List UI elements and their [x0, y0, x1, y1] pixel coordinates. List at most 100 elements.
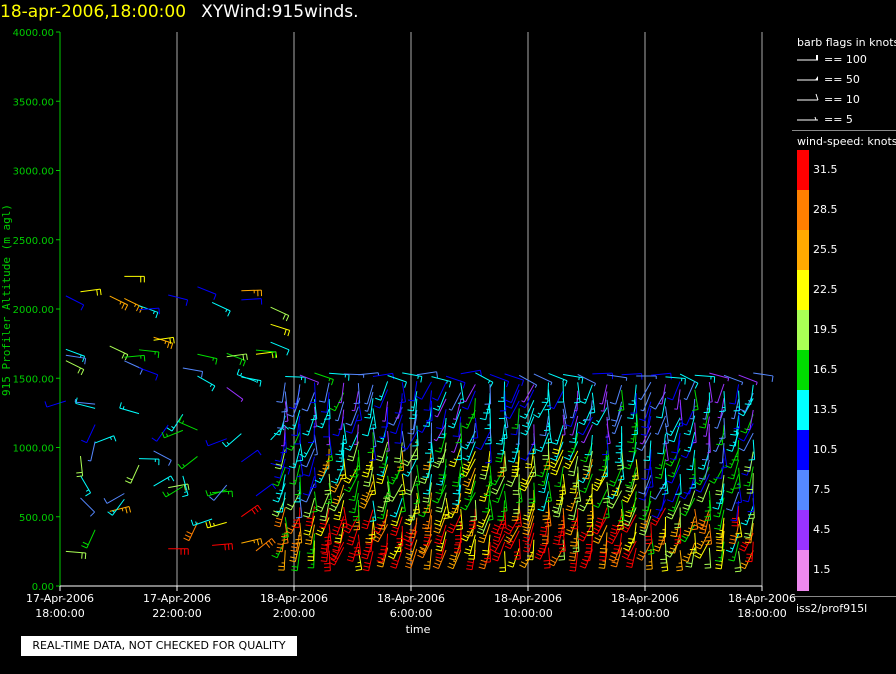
wind-barb	[591, 472, 608, 492]
wind-barb	[594, 465, 608, 485]
wind-barb	[611, 414, 623, 435]
colorbar-label: 31.5	[813, 163, 838, 176]
wind-barb	[289, 542, 301, 563]
wind-barb	[278, 550, 286, 571]
wind-barb	[221, 433, 242, 448]
wind-barb	[489, 373, 510, 388]
wind-barb	[307, 540, 315, 561]
wind-barb	[554, 466, 564, 488]
wind-barb	[376, 441, 389, 462]
wind-barb	[650, 372, 672, 380]
wind-barb	[584, 434, 593, 456]
wind-barb	[500, 490, 508, 513]
wind-barb	[323, 550, 331, 572]
wind-barb	[295, 522, 303, 544]
wind-barb	[666, 381, 681, 401]
wind-barb	[548, 547, 564, 567]
wind-barb	[631, 459, 639, 481]
x-tick-label-date: 17-Apr-2006	[26, 592, 94, 605]
wind-barb	[425, 400, 433, 422]
wind-barb	[401, 447, 418, 467]
wind-barb	[666, 464, 681, 484]
y-tick-label: 2000.00	[13, 305, 54, 316]
wind-barb	[161, 429, 184, 439]
wind-barb	[735, 516, 743, 539]
wind-barb	[462, 441, 476, 461]
wind-barb	[622, 507, 637, 527]
colorbar-swatch	[797, 390, 809, 431]
wind-barb	[151, 424, 169, 442]
wind-barb	[536, 457, 549, 478]
wind-barb	[65, 295, 85, 311]
wind-barb	[287, 397, 301, 418]
wind-barb	[731, 505, 740, 527]
wind-barb	[369, 500, 377, 522]
wind-barb	[275, 474, 286, 495]
wind-barb	[708, 381, 713, 403]
wind-barb	[274, 458, 286, 479]
colorbar-label: 19.5	[813, 323, 838, 336]
wind-barb	[313, 434, 318, 456]
wind-barb	[714, 383, 725, 404]
wind-barb	[569, 551, 579, 572]
colorbar	[797, 150, 809, 591]
wind-barb	[339, 458, 347, 480]
wind-barb	[386, 483, 403, 502]
wind-barb	[675, 474, 682, 495]
wind-barb	[516, 481, 523, 504]
wind-barb	[434, 524, 447, 545]
wind-barb	[689, 532, 697, 554]
wind-barb	[396, 525, 404, 547]
wind-barb	[241, 538, 263, 546]
wind-barb	[107, 498, 125, 516]
wind-barb	[452, 484, 462, 505]
wind-barb	[241, 289, 263, 297]
wind-barb	[562, 414, 566, 436]
wind-barb	[567, 500, 579, 521]
wind-barb	[335, 441, 345, 463]
wind-barb	[694, 374, 716, 383]
wind-barb	[309, 467, 317, 489]
barb-10-label: == 10	[824, 93, 860, 106]
wind-barb	[447, 409, 462, 429]
wind-barb	[655, 458, 666, 480]
wind-barb	[197, 375, 216, 392]
wind-barb	[511, 450, 520, 471]
wind-barb	[559, 473, 567, 496]
wind-barb	[350, 457, 359, 478]
wind-barb	[666, 500, 681, 520]
wind-barb	[694, 466, 710, 486]
wind-barb	[437, 442, 447, 463]
wind-barb	[644, 449, 652, 470]
wind-barb	[512, 474, 520, 495]
wind-barb	[183, 522, 198, 542]
wind-barb	[616, 508, 624, 530]
wind-barb	[676, 550, 683, 572]
legend-divider	[792, 130, 896, 131]
wind-barb	[667, 458, 681, 478]
x-tick-label-time: 6:00:00	[390, 607, 432, 620]
x-tick-label-time: 2:00:00	[273, 607, 315, 620]
wind-barb	[382, 401, 389, 422]
wind-barb	[316, 408, 330, 429]
wind-barb	[513, 538, 521, 560]
wind-barb	[570, 526, 579, 547]
wind-barb	[394, 393, 403, 414]
wind-barb	[424, 433, 432, 454]
wind-barb	[401, 431, 418, 450]
wind-barb	[654, 415, 666, 435]
chart-name: XYWind:915winds.	[201, 2, 359, 22]
wind-barb	[296, 455, 304, 478]
wind-barb	[548, 373, 568, 387]
wind-barb	[682, 490, 696, 511]
wind-barb	[345, 414, 359, 434]
wind-barb	[704, 524, 713, 546]
wind-barb	[276, 531, 286, 553]
wind-barb	[65, 360, 85, 376]
wind-barb	[563, 374, 584, 384]
wind-barb	[445, 375, 466, 389]
wind-barb	[153, 336, 174, 350]
wind-barb	[569, 415, 579, 436]
wind-barb	[646, 466, 654, 489]
y-tick-label: 500.00	[19, 513, 54, 524]
